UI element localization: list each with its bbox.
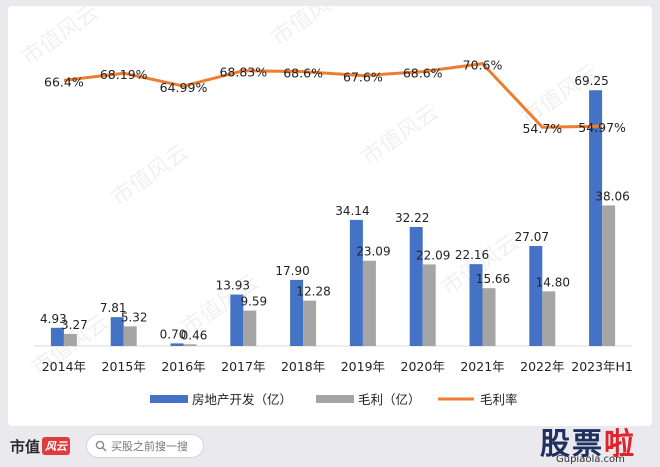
x-tick-label: 2014年 bbox=[42, 359, 86, 374]
data-label-gross-profit: 14.80 bbox=[536, 275, 570, 289]
legend-gross-profit-label: 毛利（亿） bbox=[358, 392, 421, 407]
data-label-gross-margin: 68.6% bbox=[283, 66, 323, 81]
x-tick-label: 2016年 bbox=[161, 359, 205, 374]
x-tick-label: 2019年 bbox=[341, 359, 385, 374]
watermark-text: 市值风云 bbox=[357, 100, 443, 171]
bar-development bbox=[529, 246, 543, 346]
search-input[interactable]: 买股之前搜一搜 bbox=[86, 434, 204, 458]
data-label-development: 27.07 bbox=[515, 230, 549, 244]
data-label-development: 7.81 bbox=[100, 301, 127, 315]
bar-gross-profit bbox=[243, 310, 257, 346]
data-label-gross-margin: 54.7% bbox=[522, 121, 562, 136]
data-label-development: 32.22 bbox=[395, 211, 429, 225]
bar-development bbox=[230, 294, 244, 346]
legend-development-swatch bbox=[150, 395, 188, 403]
bar-gross-profit bbox=[602, 205, 616, 346]
data-label-gross-margin: 54.97% bbox=[578, 120, 626, 135]
brand-badge: 风云 bbox=[42, 437, 71, 455]
search-placeholder: 买股之前搜一搜 bbox=[111, 440, 188, 453]
bar-development bbox=[589, 90, 603, 346]
bar-development bbox=[170, 343, 184, 346]
data-label-gross-profit: 5.32 bbox=[121, 310, 148, 324]
bar-gross-profit bbox=[542, 291, 556, 346]
x-tick-label: 2020年 bbox=[401, 359, 445, 374]
x-tick-label: 2023年H1 bbox=[571, 359, 633, 374]
data-label-gross-profit: 38.06 bbox=[595, 189, 629, 203]
bar-gross-profit bbox=[123, 326, 137, 346]
bar-gross-profit bbox=[63, 333, 77, 346]
data-label-gross-profit: 15.66 bbox=[476, 272, 510, 286]
chart-card: 市值风云市值风云市值风云市值风云市值风云市值风云市值风云市值风云4.933.27… bbox=[8, 6, 652, 426]
data-label-development: 13.93 bbox=[216, 279, 250, 293]
footer: 市值 风云 买股之前搜一搜 股 票 啦 Gupiaola.com bbox=[0, 426, 660, 467]
x-tick-label: 2015年 bbox=[102, 359, 146, 374]
legend-gross-margin-label: 毛利率 bbox=[480, 392, 518, 407]
bar-gross-profit bbox=[422, 264, 436, 346]
x-tick-label: 2021年 bbox=[460, 359, 504, 374]
data-label-development: 69.25 bbox=[574, 74, 608, 88]
bar-gross-profit bbox=[303, 300, 317, 346]
data-label-gross-margin: 68.83% bbox=[219, 65, 267, 80]
data-label-development: 17.90 bbox=[275, 264, 309, 278]
legend-development-label: 房地产开发（亿） bbox=[192, 392, 292, 407]
x-tick-label: 2022年 bbox=[520, 359, 564, 374]
data-label-gross-margin: 70.6% bbox=[463, 58, 503, 73]
logo-char-1: 股 bbox=[540, 427, 570, 462]
data-label-gross-profit: 9.59 bbox=[240, 295, 267, 309]
bar-gross-profit bbox=[183, 344, 197, 346]
brand-logo[interactable]: 市值 风云 bbox=[10, 434, 71, 458]
bar-development bbox=[349, 219, 363, 346]
x-tick-label: 2017年 bbox=[221, 359, 265, 374]
x-tick-label: 2018年 bbox=[281, 359, 325, 374]
data-label-gross-margin: 66.4% bbox=[44, 74, 84, 89]
data-label-gross-margin: 68.19% bbox=[100, 67, 148, 82]
watermark-text: 市值风云 bbox=[107, 140, 193, 211]
data-label-development: 0.70 bbox=[160, 327, 187, 341]
brand-text: 市值 bbox=[10, 437, 41, 456]
data-label-gross-margin: 68.6% bbox=[403, 66, 443, 81]
bar-development bbox=[469, 264, 483, 346]
data-label-gross-profit: 22.09 bbox=[416, 248, 450, 262]
data-label-gross-profit: 0.46 bbox=[181, 328, 208, 342]
line-gross-margin bbox=[63, 62, 603, 129]
bar-gross-profit bbox=[362, 260, 376, 346]
data-label-gross-profit: 3.27 bbox=[61, 318, 88, 332]
watermark-text: 市值风云 bbox=[267, 6, 353, 51]
data-label-development: 4.93 bbox=[40, 312, 67, 326]
logo-char-3: 啦 bbox=[604, 427, 634, 462]
data-label-gross-profit: 23.09 bbox=[356, 245, 390, 259]
bar-gross-profit bbox=[482, 288, 496, 346]
logo-char-2: 票 bbox=[572, 427, 602, 462]
bar-development bbox=[110, 317, 124, 346]
data-label-gross-margin: 64.99% bbox=[160, 80, 208, 95]
chart: 市值风云市值风云市值风云市值风云市值风云市值风云市值风云市值风云4.933.27… bbox=[17, 6, 633, 407]
search-icon bbox=[95, 440, 107, 452]
data-label-gross-profit: 12.28 bbox=[296, 285, 330, 299]
watermark-text: 市值风云 bbox=[17, 6, 103, 71]
legend-gross-profit-swatch bbox=[316, 395, 354, 403]
data-label-gross-margin: 67.6% bbox=[343, 70, 383, 85]
bar-development bbox=[409, 227, 423, 346]
bar-development bbox=[50, 327, 64, 346]
data-label-development: 22.16 bbox=[455, 248, 489, 262]
stock-logo: 股 票 啦 bbox=[540, 426, 634, 462]
site-url: Gupiaola.com bbox=[556, 454, 625, 465]
bar-development bbox=[290, 279, 304, 346]
data-label-development: 34.14 bbox=[335, 204, 369, 218]
